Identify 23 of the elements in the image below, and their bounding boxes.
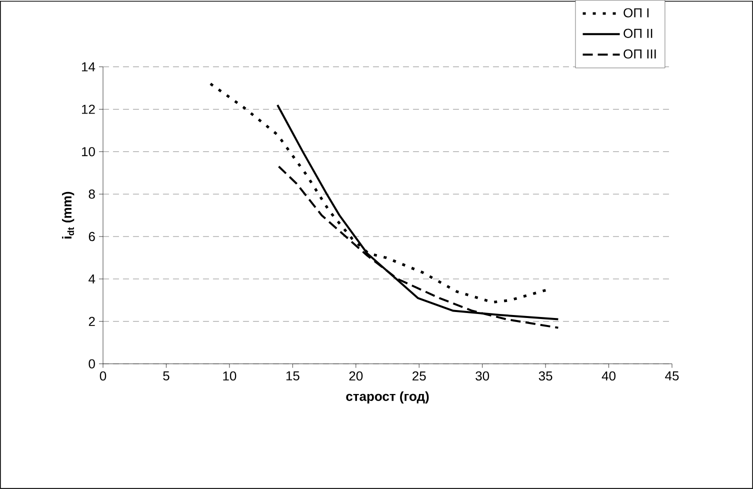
y-tick-label: 0 xyxy=(88,359,95,369)
y-axis-title: i$_{dt}$ (mm) xyxy=(62,192,74,239)
x-tick-label: 40 xyxy=(602,371,616,381)
x-axis-title: старост (год) xyxy=(346,392,429,404)
x-tick-label: 25 xyxy=(412,371,426,381)
legend-label: ОП I xyxy=(624,8,649,18)
x-tick-label: 15 xyxy=(286,371,300,381)
y-tick-label: 4 xyxy=(88,274,96,284)
y-tick-label: 2 xyxy=(88,316,95,326)
x-tick-label: 45 xyxy=(665,371,679,381)
x-tick-label: 10 xyxy=(223,371,236,381)
y-tick-label: 6 xyxy=(88,232,95,242)
legend-label: ОП II xyxy=(624,28,652,38)
y-tick-label: 14 xyxy=(82,62,96,72)
x-tick-label: 30 xyxy=(476,371,490,381)
y-tick-label: 10 xyxy=(82,147,95,156)
y-tick-label: 12 xyxy=(82,104,95,114)
x-tick-label: 5 xyxy=(163,371,170,381)
y-tick-label: 8 xyxy=(88,190,95,199)
x-tick-label: 20 xyxy=(349,371,363,381)
legend-label: ОП III xyxy=(624,49,656,59)
x-tick-label: 0 xyxy=(100,371,106,381)
x-tick-label: 35 xyxy=(538,371,552,381)
